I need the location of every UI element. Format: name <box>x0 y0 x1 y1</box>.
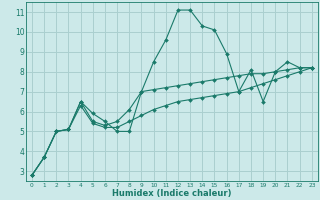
X-axis label: Humidex (Indice chaleur): Humidex (Indice chaleur) <box>112 189 232 198</box>
